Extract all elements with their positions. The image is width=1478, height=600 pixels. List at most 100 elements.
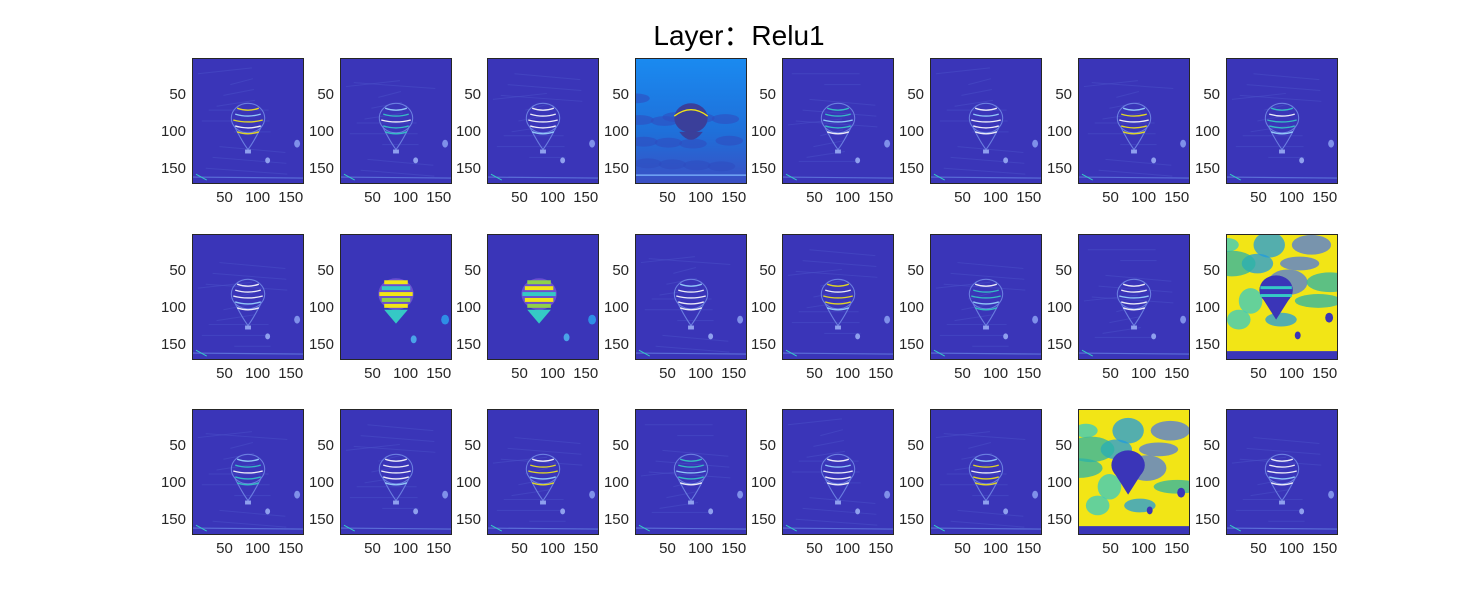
y-tick-label: 100 xyxy=(750,298,776,316)
y-tick-label: 150 xyxy=(455,160,481,178)
y-tick-label: 150 xyxy=(750,336,776,354)
y-tick-label: 50 xyxy=(759,85,776,103)
x-tick-label: 100 xyxy=(245,189,271,206)
feature-map-image-13 xyxy=(783,235,893,359)
y-tick-label: 150 xyxy=(1046,160,1072,178)
feature-map-16 xyxy=(1226,234,1338,360)
x-tick-label: 100 xyxy=(540,540,566,557)
y-tick-label: 100 xyxy=(1194,473,1220,491)
x-tick-label: 50 xyxy=(806,365,823,382)
y-tick-label: 50 xyxy=(759,261,776,279)
x-tick-label: 150 xyxy=(721,189,747,206)
feature-map-image-9 xyxy=(193,235,303,359)
feature-map-image-20 xyxy=(636,410,746,534)
x-tick-label: 100 xyxy=(1279,189,1305,206)
feature-map-image-24 xyxy=(1227,410,1337,534)
x-tick-label: 50 xyxy=(1250,365,1267,382)
y-tick-label: 150 xyxy=(308,336,334,354)
feature-map-14 xyxy=(930,234,1042,360)
y-tick-label: 150 xyxy=(750,511,776,529)
y-tick-label: 50 xyxy=(317,436,334,454)
feature-map-image-19 xyxy=(488,410,598,534)
y-tick-label: 50 xyxy=(907,436,924,454)
y-tick-label: 50 xyxy=(612,261,629,279)
y-tick-label: 150 xyxy=(308,160,334,178)
y-tick-label: 100 xyxy=(1046,298,1072,316)
x-tick-label: 100 xyxy=(393,189,419,206)
feature-map-9 xyxy=(192,234,304,360)
x-tick-label: 150 xyxy=(1312,189,1338,206)
x-tick-label: 150 xyxy=(278,540,304,557)
x-tick-label: 50 xyxy=(216,189,233,206)
feature-map-image-15 xyxy=(1079,235,1189,359)
feature-map-4 xyxy=(635,58,747,184)
feature-map-20 xyxy=(635,409,747,535)
y-tick-label: 150 xyxy=(160,511,186,529)
y-tick-label: 100 xyxy=(603,298,629,316)
feature-map-image-21 xyxy=(783,410,893,534)
y-tick-label: 150 xyxy=(1194,160,1220,178)
y-tick-label: 150 xyxy=(750,160,776,178)
x-tick-label: 100 xyxy=(835,540,861,557)
x-tick-label: 100 xyxy=(1279,540,1305,557)
x-tick-label: 100 xyxy=(688,540,714,557)
feature-map-18 xyxy=(340,409,452,535)
feature-map-image-18 xyxy=(341,410,451,534)
feature-map-7 xyxy=(1078,58,1190,184)
x-tick-label: 100 xyxy=(1131,189,1157,206)
x-tick-label: 150 xyxy=(573,540,599,557)
x-tick-label: 150 xyxy=(426,365,452,382)
x-tick-label: 100 xyxy=(393,365,419,382)
y-tick-label: 50 xyxy=(1055,85,1072,103)
x-tick-label: 150 xyxy=(1016,189,1042,206)
y-tick-label: 100 xyxy=(1046,473,1072,491)
y-tick-label: 50 xyxy=(907,261,924,279)
feature-map-24 xyxy=(1226,409,1338,535)
x-tick-label: 100 xyxy=(983,365,1009,382)
x-tick-label: 100 xyxy=(688,365,714,382)
x-tick-label: 150 xyxy=(426,540,452,557)
x-tick-label: 50 xyxy=(659,540,676,557)
y-tick-label: 150 xyxy=(603,160,629,178)
x-tick-label: 100 xyxy=(983,540,1009,557)
y-tick-label: 100 xyxy=(898,473,924,491)
x-tick-label: 150 xyxy=(278,365,304,382)
y-tick-label: 50 xyxy=(1055,436,1072,454)
feature-map-image-10 xyxy=(341,235,451,359)
feature-map-image-14 xyxy=(931,235,1041,359)
feature-map-13 xyxy=(782,234,894,360)
feature-map-19 xyxy=(487,409,599,535)
feature-map-image-7 xyxy=(1079,59,1189,183)
y-tick-label: 100 xyxy=(603,122,629,140)
y-tick-label: 100 xyxy=(898,122,924,140)
x-tick-label: 150 xyxy=(721,365,747,382)
feature-map-image-6 xyxy=(931,59,1041,183)
x-tick-label: 50 xyxy=(806,189,823,206)
y-tick-label: 100 xyxy=(160,473,186,491)
feature-map-image-2 xyxy=(341,59,451,183)
y-tick-label: 100 xyxy=(1194,298,1220,316)
feature-map-image-12 xyxy=(636,235,746,359)
x-tick-label: 50 xyxy=(1250,189,1267,206)
feature-map-image-1 xyxy=(193,59,303,183)
feature-map-15 xyxy=(1078,234,1190,360)
y-tick-label: 50 xyxy=(1203,85,1220,103)
x-tick-label: 50 xyxy=(659,365,676,382)
figure-title: Layer：Relu1 xyxy=(653,20,825,51)
y-tick-label: 150 xyxy=(603,511,629,529)
x-tick-label: 50 xyxy=(954,365,971,382)
y-tick-label: 50 xyxy=(317,261,334,279)
feature-map-image-23 xyxy=(1079,410,1189,534)
x-tick-label: 50 xyxy=(1102,189,1119,206)
y-tick-label: 50 xyxy=(464,436,481,454)
feature-map-image-8 xyxy=(1227,59,1337,183)
feature-map-10 xyxy=(340,234,452,360)
x-tick-label: 150 xyxy=(721,540,747,557)
feature-map-image-11 xyxy=(488,235,598,359)
y-tick-label: 50 xyxy=(464,261,481,279)
feature-map-1 xyxy=(192,58,304,184)
x-tick-label: 50 xyxy=(1102,365,1119,382)
y-tick-label: 150 xyxy=(898,160,924,178)
y-tick-label: 100 xyxy=(308,298,334,316)
feature-map-3 xyxy=(487,58,599,184)
